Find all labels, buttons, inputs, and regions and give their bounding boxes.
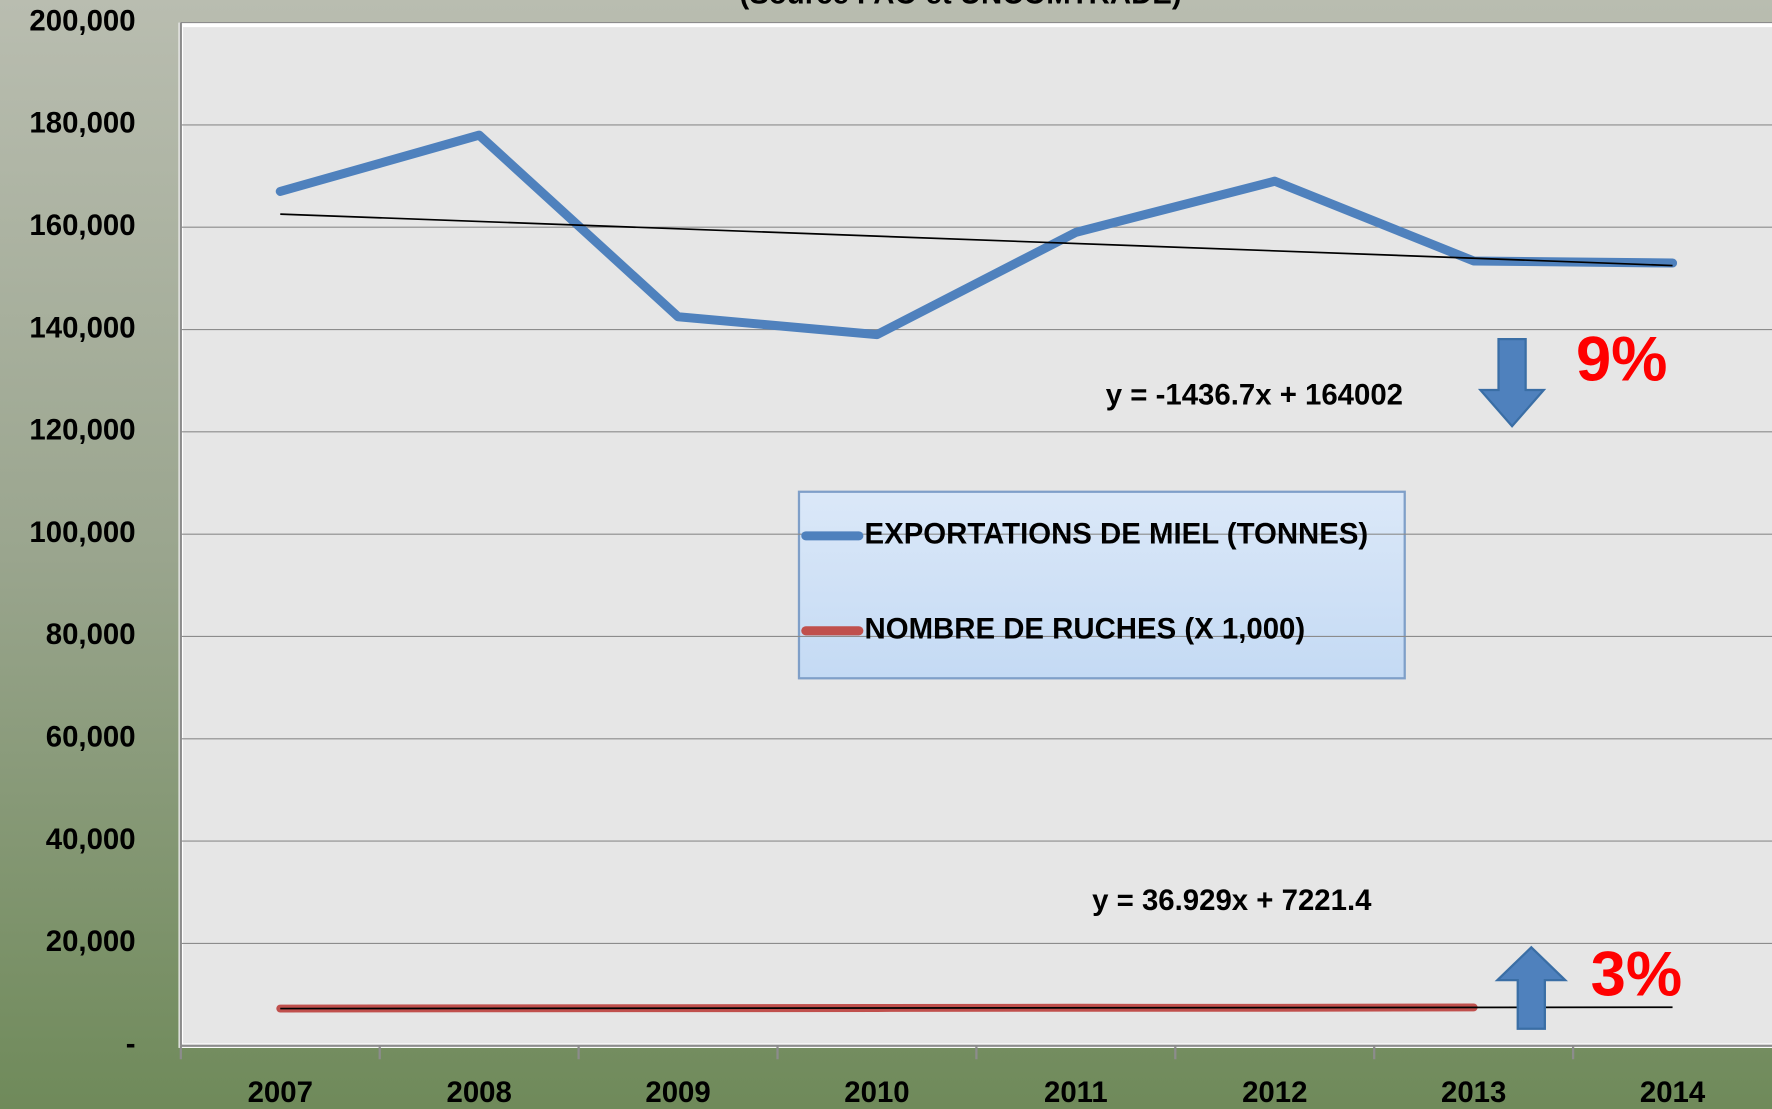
annotation: 9% bbox=[1576, 325, 1667, 395]
legend bbox=[797, 490, 1406, 680]
chart-title: (Source FAO et UNCOMTRADE) bbox=[739, 0, 1181, 10]
y-tick-label: 60,000 bbox=[46, 721, 136, 754]
y-tick-label: 20,000 bbox=[46, 925, 136, 958]
y-tick-label: 100,000 bbox=[29, 516, 135, 549]
legend-label: EXPORTATIONS DE MIEL (TONNES) bbox=[865, 518, 1369, 551]
x-tick-label: 2012 bbox=[1242, 1076, 1307, 1109]
y-tick-label: 180,000 bbox=[29, 107, 135, 140]
trendline-label: y = -1436.7x + 164002 bbox=[1106, 379, 1403, 412]
x-tick-label: 2010 bbox=[844, 1076, 909, 1109]
y-tick-label: 160,000 bbox=[29, 209, 135, 242]
y-tick-label: 200,000 bbox=[29, 4, 135, 37]
arrow-up bbox=[1494, 945, 1568, 1030]
trendline bbox=[280, 1006, 1673, 1010]
x-tick-label: 2007 bbox=[248, 1076, 313, 1109]
x-tick-label: 2009 bbox=[645, 1076, 710, 1109]
y-tick-label: 120,000 bbox=[29, 414, 135, 447]
trendline bbox=[280, 213, 1673, 267]
y-tick-label: 140,000 bbox=[29, 311, 135, 344]
x-tick-label: 2013 bbox=[1441, 1076, 1506, 1109]
y-tick-label: 80,000 bbox=[46, 618, 136, 651]
x-tick-label: 2008 bbox=[446, 1076, 511, 1109]
x-tick-label: 2011 bbox=[1044, 1076, 1108, 1109]
y-tick-label: - bbox=[126, 1027, 136, 1060]
annotation: 3% bbox=[1591, 940, 1682, 1010]
x-tick-label: 2014 bbox=[1640, 1076, 1706, 1109]
y-tick-label: 40,000 bbox=[46, 823, 136, 856]
series-line bbox=[275, 130, 1678, 340]
legend-label: NOMBRE DE RUCHES (X 1,000) bbox=[865, 613, 1306, 646]
arrow-down bbox=[1477, 338, 1547, 428]
trendline-label: y = 36.929x + 7221.4 bbox=[1092, 884, 1372, 917]
